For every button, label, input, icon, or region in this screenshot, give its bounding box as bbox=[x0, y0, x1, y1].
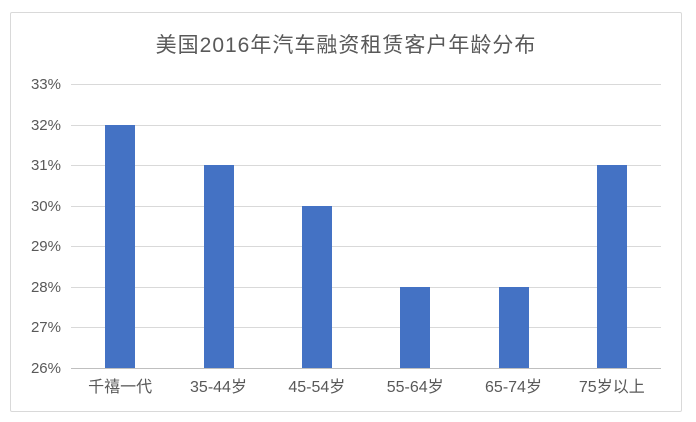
x-axis-tick-label: 千禧一代 bbox=[88, 379, 153, 396]
y-gridline bbox=[71, 165, 661, 167]
x-axis-tick-label: 55-64岁 bbox=[386, 379, 444, 396]
y-gridline bbox=[71, 327, 661, 329]
y-axis-tick-label: 32% bbox=[30, 116, 61, 134]
bar-65-74岁 bbox=[498, 286, 529, 368]
y-axis-tick-label: 27% bbox=[30, 319, 61, 337]
x-axis-line bbox=[71, 368, 661, 369]
x-axis-tick-label: 35-44岁 bbox=[190, 379, 247, 396]
bar-千禧一代 bbox=[105, 124, 136, 368]
y-axis-tick-label: 29% bbox=[30, 238, 61, 256]
y-gridline bbox=[71, 84, 661, 85]
bar-35-44岁 bbox=[203, 165, 234, 368]
chart-title: 美国2016年汽车融资租赁客户年龄分布 bbox=[155, 34, 537, 57]
bar-45-54岁 bbox=[301, 205, 332, 368]
y-gridline bbox=[71, 286, 661, 288]
y-gridline bbox=[71, 246, 661, 248]
y-axis-tick-label: 26% bbox=[30, 360, 61, 377]
x-axis-tick-label: 45-54岁 bbox=[288, 379, 346, 396]
x-axis-tick-label: 75岁以上 bbox=[578, 379, 645, 396]
y-axis-tick-label: 30% bbox=[30, 197, 61, 215]
bar-75岁以上 bbox=[596, 165, 627, 368]
y-gridline bbox=[71, 205, 661, 207]
y-axis-tick-label: 28% bbox=[30, 278, 61, 296]
bar-55-64岁 bbox=[400, 286, 431, 368]
chart-frame: 美国2016年汽车融资租赁客户年龄分布 26% 27% 28% 29% 30% 31% 32… bbox=[10, 12, 682, 412]
y-gridline bbox=[71, 124, 661, 126]
x-axis-tick-label: 65-74岁 bbox=[485, 379, 542, 396]
y-axis-tick-label: 31% bbox=[30, 157, 61, 175]
y-axis-tick-label: 33% bbox=[30, 76, 61, 93]
